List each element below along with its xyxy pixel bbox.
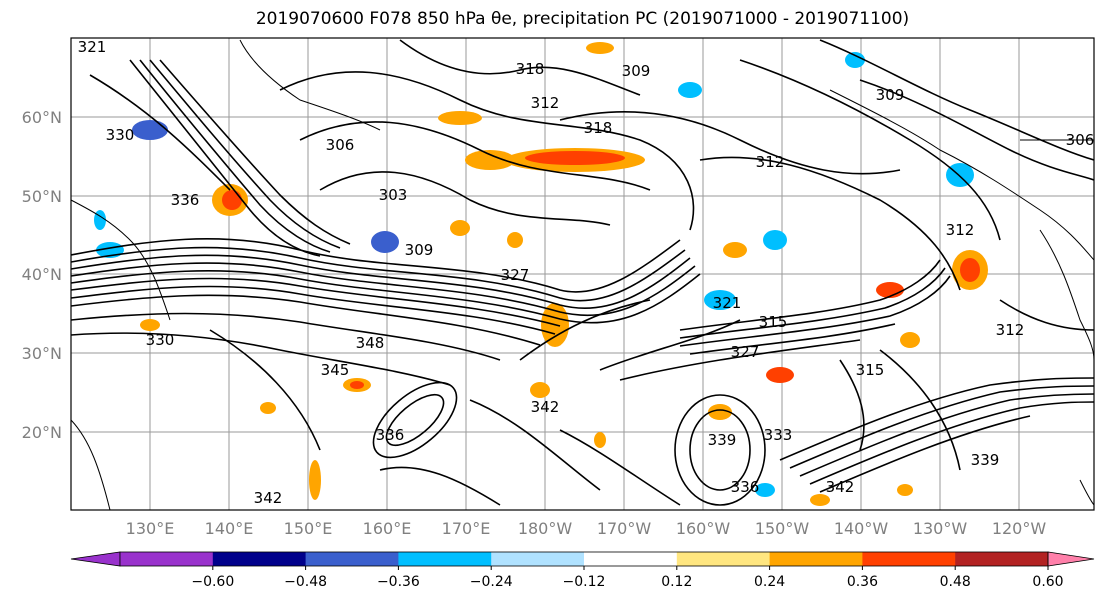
contour-label: 318 xyxy=(584,119,613,137)
contour-label: 327 xyxy=(731,343,760,361)
colorbar-tick-label: 0.12 xyxy=(661,574,692,590)
contour-label: 309 xyxy=(876,86,905,104)
lon-tick-label: 160°E xyxy=(363,519,412,538)
contour-label: 318 xyxy=(516,60,545,78)
colorbar-segment xyxy=(305,552,399,566)
contour-label: 342 xyxy=(826,478,855,496)
colorbar-tick-label: 0.36 xyxy=(847,574,878,590)
lat-tick-label: 20°N xyxy=(22,423,62,442)
contour-label: 327 xyxy=(501,266,530,284)
lon-tick-label: 130°E xyxy=(126,519,175,538)
contour-label: 315 xyxy=(856,361,885,379)
colorbar-segment xyxy=(491,552,585,566)
lon-tick-label: 140°W xyxy=(834,519,889,538)
longitude-labels: 130°E 140°E 150°E 160°E 170°E 180°W 170°W 160°W… xyxy=(126,519,1047,538)
colorbar-segment xyxy=(676,552,771,566)
colorbar-extend-min xyxy=(70,551,121,567)
colorbar-extend-max xyxy=(1047,551,1095,567)
contour-label: 306 xyxy=(326,136,355,154)
colorbar-segment xyxy=(212,552,307,566)
contour-label: 330 xyxy=(106,126,135,144)
map-title: 2019070600 F078 850 hPa θe, precipitatio… xyxy=(255,9,910,29)
theta-e-contours xyxy=(71,39,1094,506)
contour-labels: 321 318 309 312 318 306 303 309 327 330 336 312 321 3… xyxy=(78,38,1095,507)
colorbar-segment xyxy=(584,552,678,566)
colorbar-segment xyxy=(398,552,492,566)
contour-label: 336 xyxy=(376,426,405,444)
lon-tick-label: 120°W xyxy=(992,519,1047,538)
contour-label: 309 xyxy=(622,62,651,80)
contour-label: 309 xyxy=(405,241,434,259)
precip-shading xyxy=(94,42,988,506)
contour-label: 339 xyxy=(708,431,737,449)
contour-label: 315 xyxy=(759,313,788,331)
lat-tick-label: 50°N xyxy=(22,187,62,206)
contour-label: 306 xyxy=(1066,131,1095,149)
lon-tick-label: 180°W xyxy=(518,519,573,538)
colorbar-tick-label: −0.60 xyxy=(191,574,234,590)
colorbar-tick-label: −0.12 xyxy=(563,574,606,590)
lon-tick-label: 170°E xyxy=(442,519,491,538)
colorbar-ticks: −0.60 −0.48 −0.36 −0.24 −0.12 0.12 0.24 0.36 0.4… xyxy=(191,566,1064,590)
lat-tick-label: 30°N xyxy=(22,344,62,363)
contour-label: 312 xyxy=(531,94,560,112)
coastlines xyxy=(71,39,1094,510)
contour-label: 342 xyxy=(254,489,283,507)
lon-tick-label: 150°E xyxy=(284,519,333,538)
colorbar-segment xyxy=(862,552,956,566)
lon-tick-label: 140°E xyxy=(205,519,254,538)
lat-tick-label: 60°N xyxy=(22,108,62,127)
lon-tick-label: 170°W xyxy=(597,519,652,538)
contour-label: 312 xyxy=(996,321,1025,339)
colorbar-tick-label: 0.60 xyxy=(1032,574,1063,590)
contour-label: 345 xyxy=(321,361,350,379)
colorbar-tick-label: 0.48 xyxy=(940,574,971,590)
colorbar-segment xyxy=(120,552,214,566)
contour-label: 339 xyxy=(971,451,1000,469)
map-frame xyxy=(70,37,1095,511)
colorbar-tick-label: −0.24 xyxy=(470,574,513,590)
latitude-labels: 60°N 50°N 40°N 30°N 20°N xyxy=(22,108,62,442)
colorbar-tick-label: −0.48 xyxy=(284,574,327,590)
colorbar-segment xyxy=(769,552,863,566)
contour-label: 321 xyxy=(713,294,742,312)
contour-label: 303 xyxy=(379,186,408,204)
colorbar-tick-label: −0.36 xyxy=(377,574,420,590)
colorbar-tick-label: 0.24 xyxy=(754,574,785,590)
contour-label: 342 xyxy=(531,398,560,416)
contour-label: 336 xyxy=(731,478,760,496)
lon-tick-label: 150°W xyxy=(755,519,810,538)
lon-tick-label: 160°W xyxy=(676,519,731,538)
contour-label: 330 xyxy=(146,331,175,349)
colorbar-segment xyxy=(955,552,1049,566)
lon-tick-label: 130°W xyxy=(913,519,968,538)
contour-label: 336 xyxy=(171,191,200,209)
contour-label: 321 xyxy=(78,38,107,56)
contour-label: 312 xyxy=(946,221,975,239)
contour-label: 312 xyxy=(756,153,785,171)
contour-label: 348 xyxy=(356,334,385,352)
lat-tick-label: 40°N xyxy=(22,265,62,284)
colorbar xyxy=(70,551,1095,567)
contour-label: 333 xyxy=(764,426,793,444)
